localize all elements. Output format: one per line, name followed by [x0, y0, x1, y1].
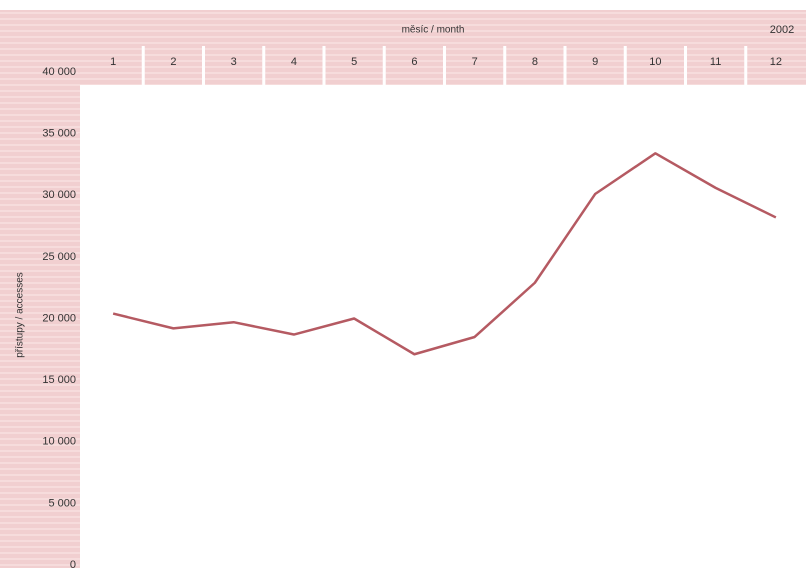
x-tick-label: 9 [592, 56, 598, 68]
y-tick-label: 15 000 [42, 374, 76, 386]
y-tick-label: 25 000 [42, 251, 76, 263]
x-tick-label: 5 [351, 56, 357, 68]
x-tick-label: 8 [532, 56, 538, 68]
x-axis-label: měsíc / month [402, 25, 465, 36]
x-tick-label: 7 [472, 56, 478, 68]
y-tick-label: 35 000 [42, 128, 76, 140]
line-series [112, 152, 777, 356]
x-tick-label: 11 [710, 56, 721, 68]
y-tick-label: 20 000 [42, 312, 76, 324]
x-tick-label: 1 [110, 56, 116, 68]
x-tick-label: 4 [291, 56, 297, 68]
left-band [0, 10, 80, 568]
y-tick-label: 30 000 [42, 189, 76, 201]
y-tick-label: 40 000 [42, 66, 76, 78]
y-tick-label: 5 000 [48, 497, 76, 509]
x-tick-label: 6 [411, 56, 417, 68]
y-tick-label: 10 000 [42, 436, 76, 448]
y-tick-label: 0 [70, 559, 76, 568]
x-tick-label: 10 [649, 56, 661, 68]
year-annotation: 2002 [770, 24, 794, 36]
x-tick-label: 2 [170, 56, 176, 68]
x-tick-label: 12 [770, 56, 782, 68]
x-tick-label: 3 [231, 56, 237, 68]
y-axis-label: přístupy / accesses [15, 272, 26, 358]
